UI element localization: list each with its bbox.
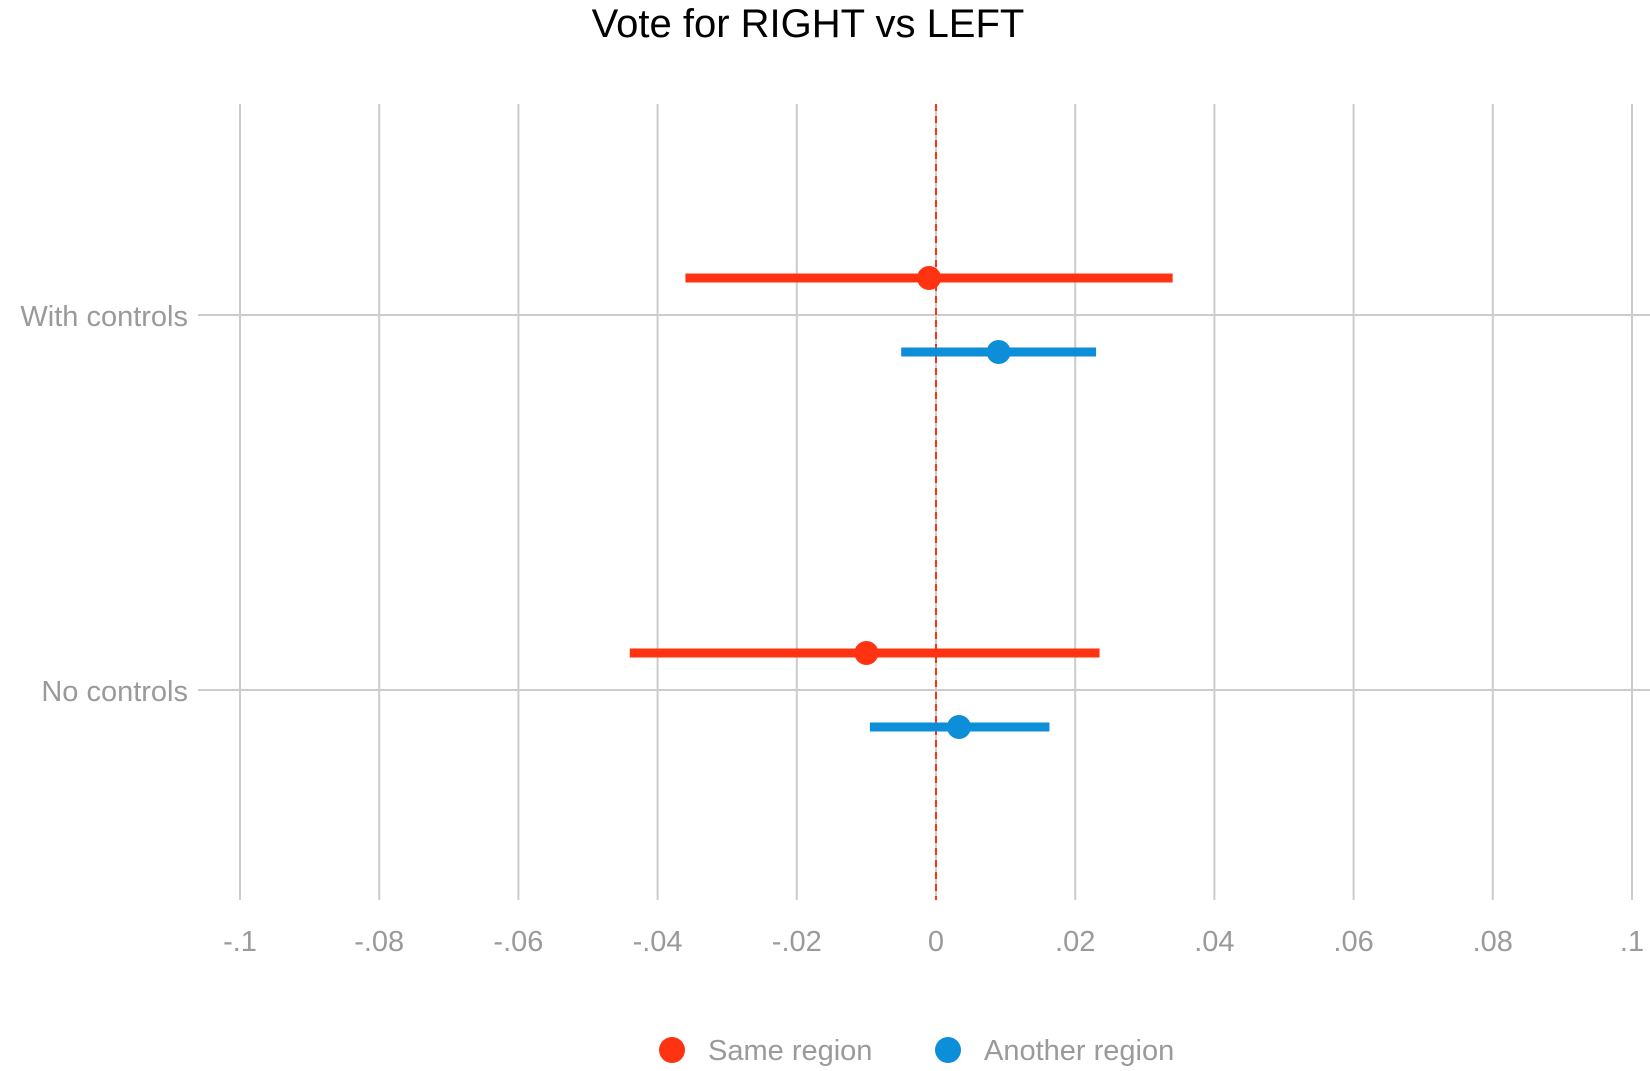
x-tick-label: .02 — [1055, 926, 1095, 958]
point-estimate-marker — [917, 266, 942, 290]
point-estimate-marker — [946, 715, 971, 739]
x-tick-label: 0 — [928, 926, 944, 958]
y-category-label: With controls — [20, 301, 188, 333]
point-estimate-marker — [854, 641, 879, 665]
x-tick-label: -.04 — [633, 926, 683, 958]
x-tick-label: -.06 — [493, 926, 543, 958]
chart-title: Vote for RIGHT vs LEFT — [592, 2, 1025, 46]
x-tick-label: .08 — [1473, 926, 1513, 958]
x-tick-label: -.08 — [354, 926, 404, 958]
x-tick-label: -.02 — [772, 926, 822, 958]
point-estimate-marker — [986, 340, 1011, 364]
legend-label: Another region — [984, 1035, 1174, 1067]
x-tick-label: .04 — [1194, 926, 1234, 958]
y-category-label: No controls — [41, 676, 188, 708]
x-tick-label: .1 — [1620, 926, 1644, 958]
data-marks — [629, 266, 1173, 739]
legend-label: Same region — [708, 1035, 872, 1067]
legend-marker — [659, 1037, 685, 1063]
legend: Same region Another region — [659, 1035, 1174, 1067]
x-tick-label: -.1 — [223, 926, 257, 958]
axis-labels: -.1 -.08 -.06 -.04 -.02 0 .02 .04 .06 .08 .1 With c… — [20, 301, 1644, 958]
grid-lines — [198, 104, 1650, 900]
legend-marker — [935, 1037, 961, 1063]
x-tick-label: .06 — [1333, 926, 1373, 958]
